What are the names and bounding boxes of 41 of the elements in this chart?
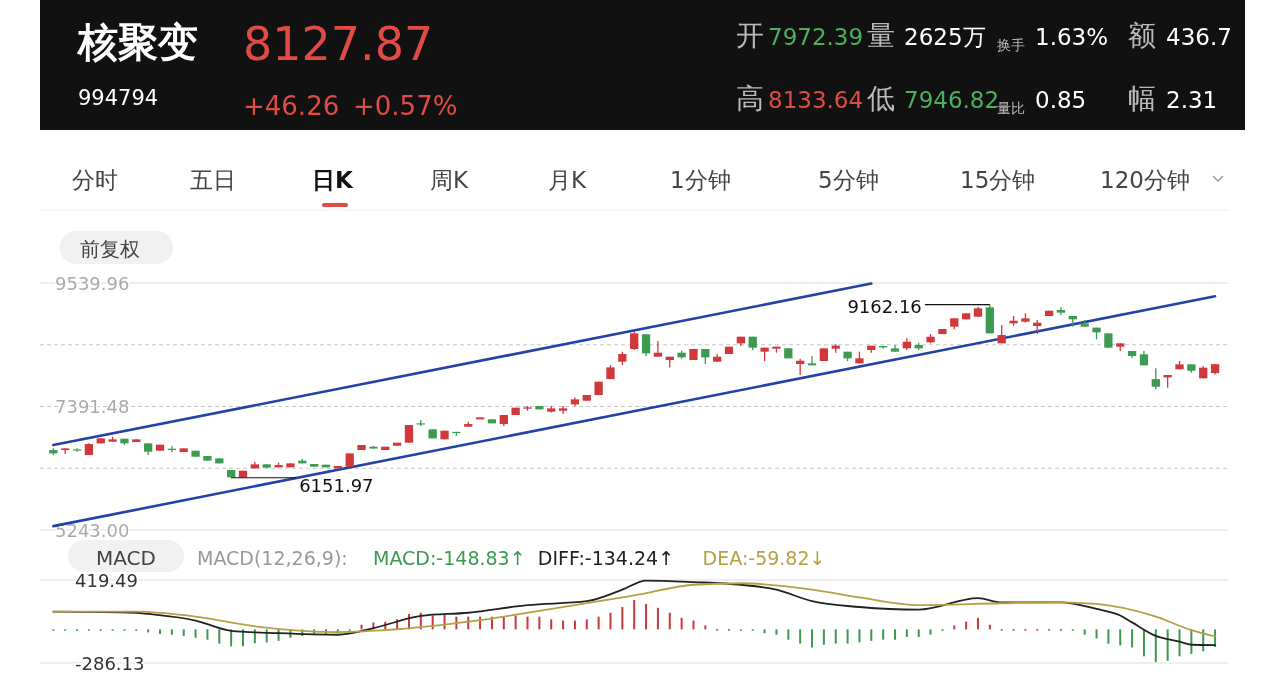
text: 低 [867,82,895,115]
text: 436.7 [1166,24,1232,50]
text: 0.85 [1035,87,1087,113]
y-tick-label: 9539.96 [55,272,130,294]
text: 五日 [190,167,236,193]
text: 15分钟 [960,167,1036,193]
text: 8127.87 [243,17,434,71]
chart-title: MACD [96,546,156,570]
y-tick-label: -286.13 [75,652,145,674]
text: 换手 [997,37,1025,53]
y-tick-label: 419.49 [75,569,138,591]
series-label: DIFF:-134.24↑ [537,547,675,569]
text: 高 [736,82,764,115]
y-tick-label: 7391.48 [55,396,130,417]
text: 7972.39 [768,24,864,50]
text: +0.57% [353,91,458,121]
text: 2.31 [1166,87,1218,113]
text: 月K [548,167,587,193]
text: 幅 [1128,82,1156,115]
text: MACD:-148.83↑ [373,547,526,569]
text: 120分钟 [1100,167,1190,193]
text: +46.26 [243,91,340,121]
chart-subtitle: MACD(12,26,9): [197,547,348,569]
text: 2625万 [904,24,986,50]
text: 日K [312,167,354,193]
text: 1.63% [1035,24,1109,50]
annotation: 9162.16 [847,295,922,317]
annotation: 6151.97 [299,474,374,496]
chart-title: 核聚变 [76,19,198,65]
text: 8133.64 [768,87,864,113]
text: 前复权 [80,237,140,261]
y-tick-label: 5243.00 [55,519,130,541]
text: 量 [867,19,895,52]
text: 周K [430,167,469,193]
series-label: DEA:-59.82↓ [702,547,826,569]
text: 额 [1128,19,1156,52]
text: 5分钟 [818,167,879,193]
text: 开 [736,19,764,52]
chart-subtitle: 994794 [78,86,159,110]
text: 分时 [72,167,118,193]
text: 1分钟 [670,167,731,193]
